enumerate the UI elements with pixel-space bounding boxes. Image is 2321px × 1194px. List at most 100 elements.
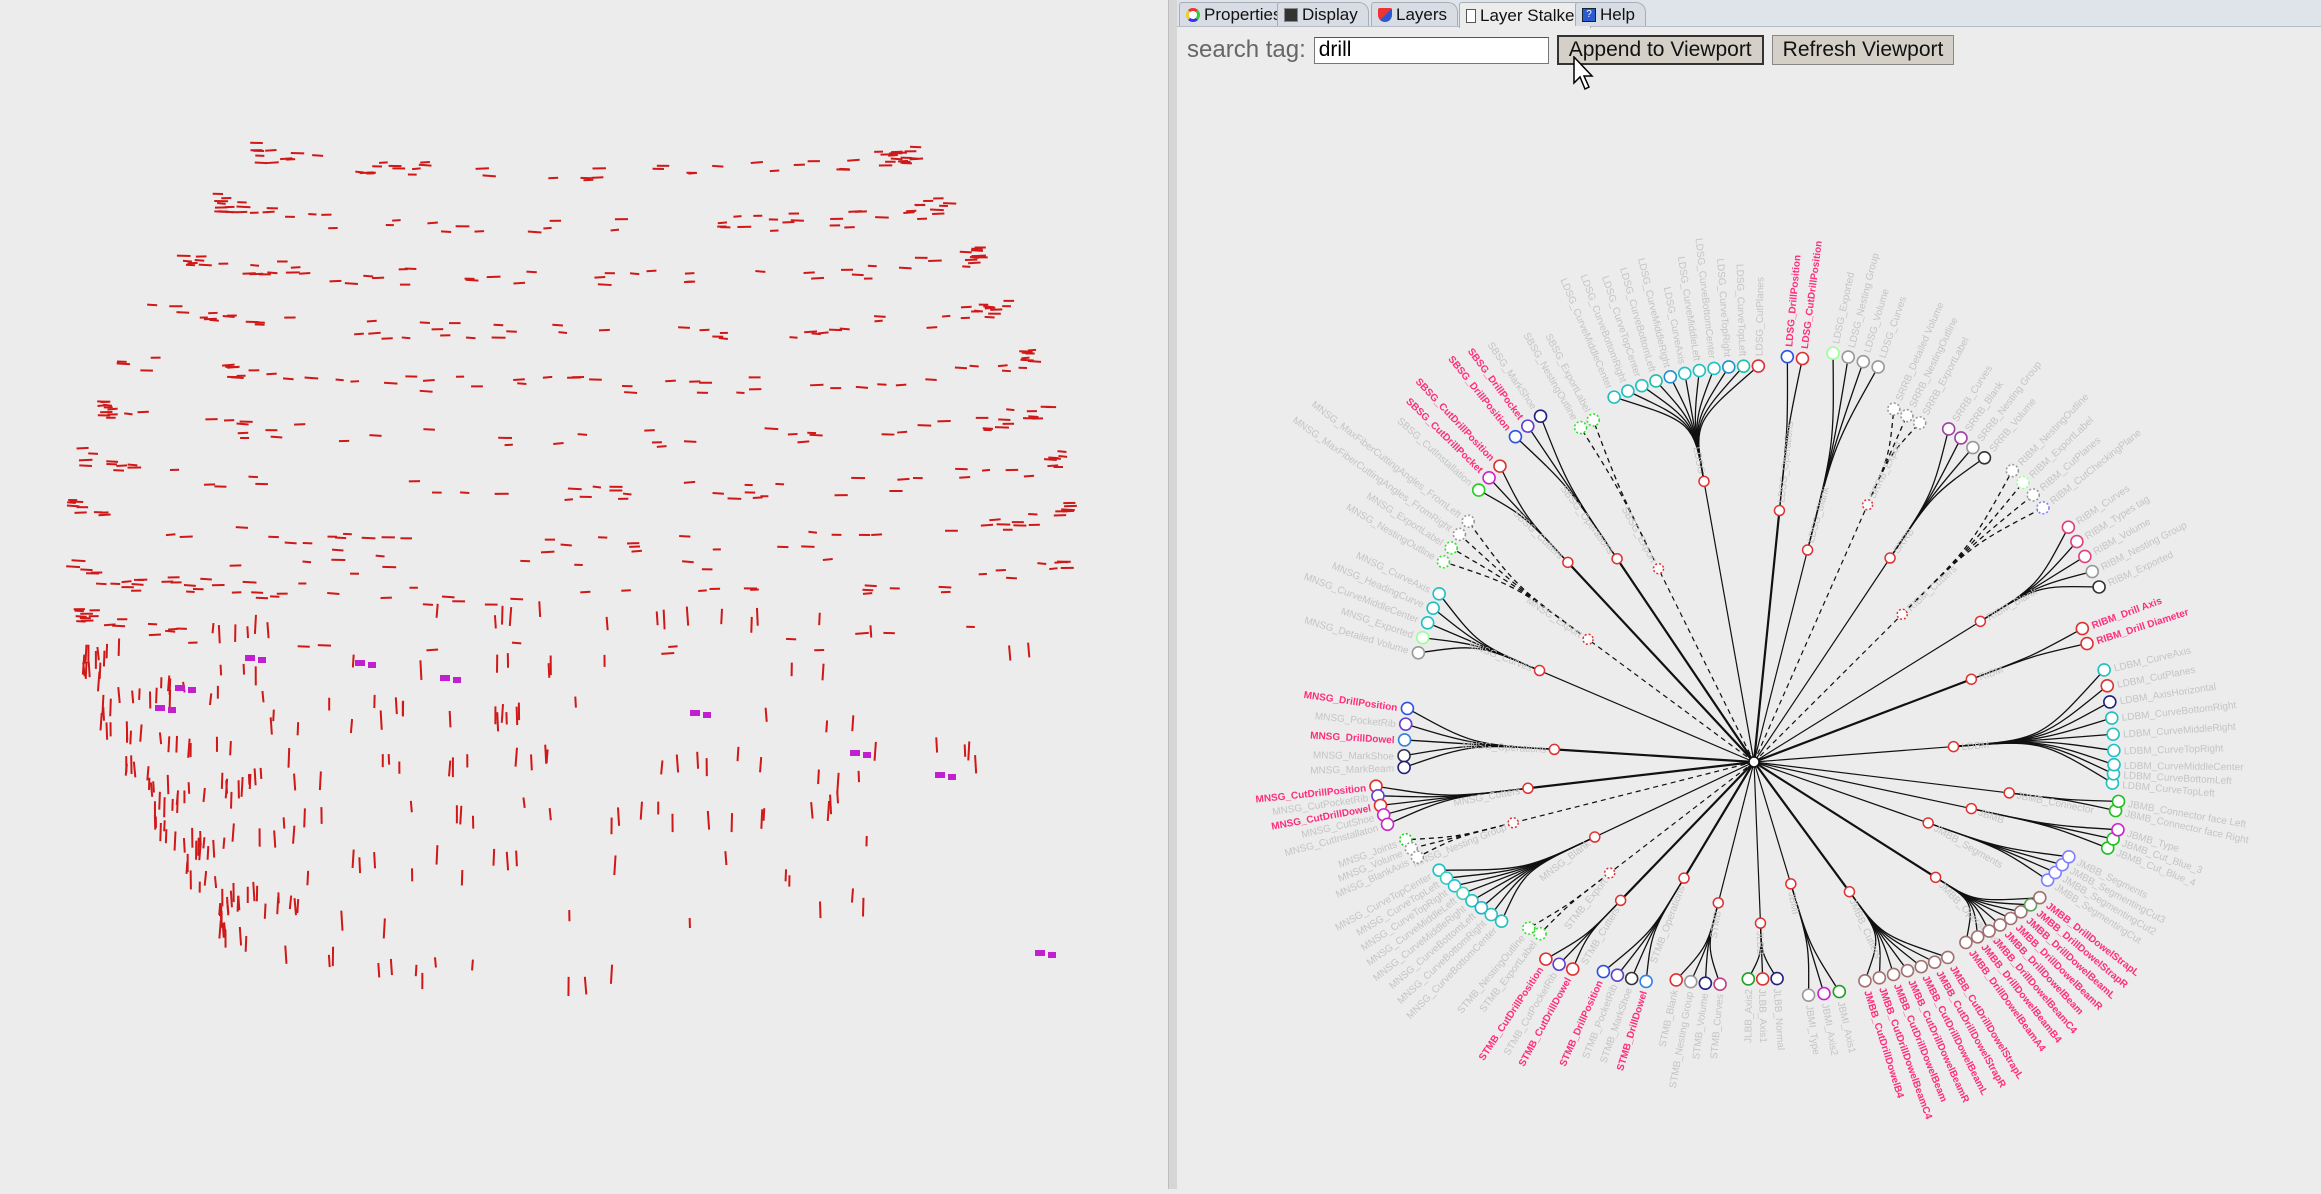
tree-node-leaf[interactable] [2104,696,2116,708]
tree-node-leaf[interactable] [1685,976,1697,988]
tree-node-leaf[interactable] [2086,566,2098,578]
tree-node-leaf[interactable] [2063,851,2075,863]
highlighted-drill-part[interactable] [355,660,365,666]
tree-node-leaf[interactable] [1534,928,1546,940]
tree-node-leaf[interactable] [1693,365,1705,377]
tree-node-leaf[interactable] [1473,484,1485,496]
tree-node-parent[interactable] [1975,616,1985,626]
tree-node-leaf[interactable] [1967,442,1979,454]
tree-node-leaf[interactable] [1708,362,1720,374]
tree-node-leaf[interactable] [1412,647,1424,659]
tree-node-leaf[interactable] [1445,542,1457,554]
tree-node-leaf[interactable] [2017,477,2029,489]
highlighted-drill-part[interactable] [175,685,185,691]
tree-node-leaf[interactable] [1742,973,1754,985]
tree-node-leaf[interactable] [1398,761,1410,773]
tree-node-leaf[interactable] [1422,617,1434,629]
tree-node-leaf[interactable] [2106,712,2118,724]
tree-node-leaf[interactable] [1818,988,1830,1000]
tree-node-leaf[interactable] [1608,391,1620,403]
tree-node-leaf[interactable] [1597,966,1609,978]
tree-node-leaf[interactable] [2107,728,2119,740]
tree-node-leaf[interactable] [1398,750,1410,762]
highlighted-drill-part[interactable] [1048,952,1056,958]
tree-node-parent[interactable] [1612,554,1622,564]
tree-node-leaf[interactable] [1496,915,1508,927]
highlighted-drill-part[interactable] [453,677,461,683]
highlighted-drill-part[interactable] [440,675,450,681]
highlighted-drill-part[interactable] [948,774,956,780]
tree-node-leaf[interactable] [1636,380,1648,392]
highlighted-drill-part[interactable] [245,655,255,661]
tree-node-parent[interactable] [1713,898,1723,908]
tree-node-leaf[interactable] [2027,489,2039,501]
tree-node-leaf[interactable] [2113,795,2125,807]
tree-node-leaf[interactable] [1714,978,1726,990]
tree-node-leaf[interactable] [1902,965,1914,977]
tree-node-parent[interactable] [1523,783,1533,793]
highlighted-drill-part[interactable] [850,750,860,756]
tree-node-leaf[interactable] [1553,958,1565,970]
tree-node-parent[interactable] [1535,666,1545,676]
tree-root-node[interactable] [1749,757,1759,767]
highlighted-drill-part[interactable] [935,772,945,778]
tree-node-leaf[interactable] [1857,356,1869,368]
tree-node-leaf[interactable] [2037,502,2049,514]
tree-node-leaf[interactable] [1888,968,1900,980]
tree-node-leaf[interactable] [2079,550,2091,562]
tree-node-parent[interactable] [1774,506,1784,516]
tree-node-leaf[interactable] [1523,922,1535,934]
tree-node-leaf[interactable] [1796,353,1808,365]
tree-node-parent[interactable] [1885,553,1895,563]
tree-node-leaf[interactable] [1960,936,1972,948]
tree-node-parent[interactable] [1966,674,1976,684]
highlighted-drill-part[interactable] [703,712,711,718]
tree-node-leaf[interactable] [2112,824,2124,836]
tree-node-leaf[interactable] [2062,521,2074,533]
tree-node-leaf[interactable] [1943,423,1955,435]
tree-node-parent[interactable] [1508,818,1518,828]
highlighted-drill-part[interactable] [168,707,176,713]
tree-node-leaf[interactable] [1679,367,1691,379]
tree-node-leaf[interactable] [2006,465,2018,477]
tree-node-parent[interactable] [2004,788,2014,798]
tree-node-leaf[interactable] [1399,734,1411,746]
layer-tree-graph[interactable]: MNSG_OperationsMNSG_DrillPositionMNSG_Po… [1177,0,2321,1189]
highlighted-drill-part[interactable] [155,705,165,711]
tree-node-leaf[interactable] [2076,623,2088,635]
tree-node-parent[interactable] [1786,879,1796,889]
tree-node-leaf[interactable] [1540,953,1552,965]
tree-node-leaf[interactable] [1622,385,1634,397]
tree-node-parent[interactable] [1923,818,1933,828]
tree-node-leaf[interactable] [1888,403,1900,415]
tree-node-leaf[interactable] [1915,961,1927,973]
tree-node-leaf[interactable] [1859,975,1871,987]
tree-node-parent[interactable] [1653,564,1663,574]
tree-node-parent[interactable] [1949,742,1959,752]
tree-node-leaf[interactable] [1640,975,1652,987]
tree-node-leaf[interactable] [1942,951,1954,963]
tree-node-leaf[interactable] [1827,347,1839,359]
tree-node-parent[interactable] [1605,868,1615,878]
tree-node-leaf[interactable] [1417,632,1429,644]
3d-model-scene[interactable] [0,0,1168,1189]
tree-node-leaf[interactable] [1567,963,1579,975]
tree-node-leaf[interactable] [1978,452,1990,464]
tree-node-leaf[interactable] [1781,351,1793,363]
tree-node-leaf[interactable] [1433,588,1445,600]
tree-node-leaf[interactable] [1738,360,1750,372]
tree-node-leaf[interactable] [1752,360,1764,372]
tree-node-leaf[interactable] [1833,986,1845,998]
3d-viewport[interactable] [0,0,1168,1189]
tree-node-leaf[interactable] [1983,925,1995,937]
tree-node-leaf[interactable] [1483,472,1495,484]
tree-node-leaf[interactable] [1771,973,1783,985]
tree-node-leaf[interactable] [2034,892,2046,904]
highlighted-drill-part[interactable] [368,662,376,668]
highlighted-drill-part[interactable] [258,657,266,663]
tree-node-parent[interactable] [1755,918,1765,928]
tree-node-leaf[interactable] [1401,702,1413,714]
highlighted-drill-part[interactable] [1035,950,1045,956]
highlighted-drill-part[interactable] [690,710,700,716]
tree-node-leaf[interactable] [1757,973,1769,985]
